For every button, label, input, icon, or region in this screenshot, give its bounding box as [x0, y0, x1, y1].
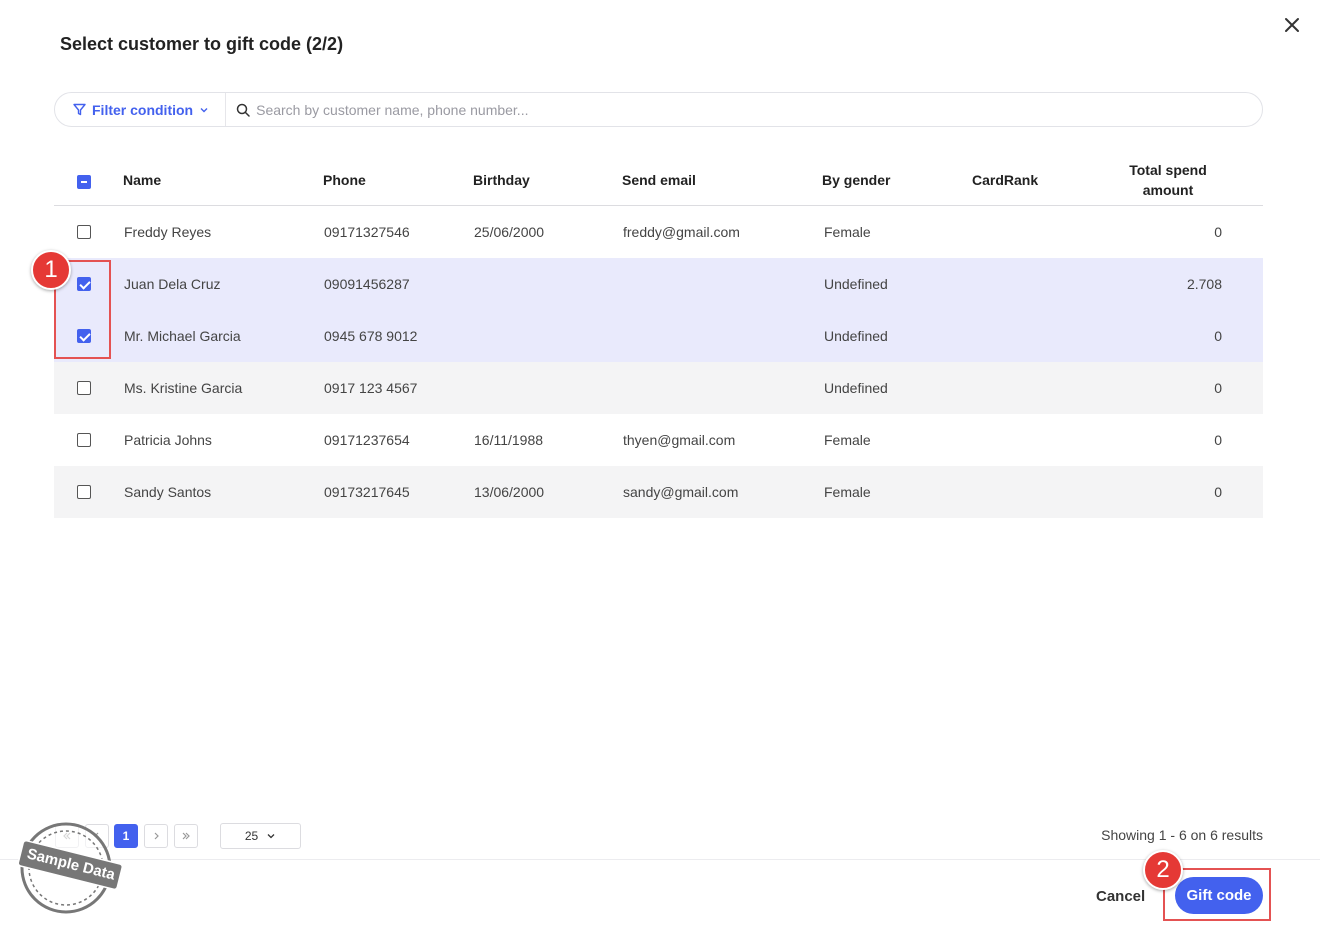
- annotation-highlight-gift-button: [1163, 868, 1271, 921]
- cell-name: Ms. Kristine Garcia: [124, 380, 243, 396]
- cell-total-spend: 0: [1214, 432, 1222, 448]
- column-header-send-email[interactable]: Send email: [622, 172, 696, 188]
- cell-birthday: 16/11/1988: [474, 432, 544, 448]
- search-input[interactable]: [256, 101, 1262, 118]
- search-bar: Filter condition: [54, 92, 1263, 127]
- annotation-badge-1: 1: [31, 250, 71, 290]
- table-row[interactable]: Mr. Michael Garcia 0945 678 9012 Undefin…: [54, 310, 1263, 362]
- cell-total-spend: 0: [1214, 484, 1222, 500]
- cell-gender: Undefined: [824, 380, 888, 396]
- cell-phone: 0945 678 9012: [324, 328, 418, 344]
- cell-gender: Undefined: [824, 328, 888, 344]
- row-checkbox[interactable]: [77, 277, 91, 291]
- row-checkbox[interactable]: [77, 225, 91, 239]
- cell-email: freddy@gmail.com: [623, 224, 740, 240]
- column-header-gender[interactable]: By gender: [822, 172, 891, 188]
- cell-phone: 09091456287: [324, 276, 410, 292]
- annotation-badge-2: 2: [1143, 850, 1183, 890]
- cell-phone: 09171237654: [324, 432, 410, 448]
- cell-phone: 0917 123 4567: [324, 380, 418, 396]
- cell-name: Mr. Michael Garcia: [124, 328, 241, 344]
- table-row[interactable]: Ms. Kristine Garcia 0917 123 4567 Undefi…: [54, 362, 1263, 414]
- cell-gender: Female: [824, 224, 871, 240]
- cell-name: Patricia Johns: [124, 432, 212, 448]
- table-row[interactable]: Freddy Reyes 09171327546 25/06/2000 fred…: [54, 206, 1263, 258]
- sample-data-stamp: Sample Data: [17, 818, 123, 918]
- column-header-phone[interactable]: Phone: [323, 172, 366, 188]
- next-page-button[interactable]: [144, 824, 168, 848]
- chevron-right-icon: [154, 832, 159, 840]
- column-header-total-spend-line2: amount: [1142, 182, 1194, 198]
- chevron-down-icon: [200, 107, 208, 112]
- select-all-checkbox[interactable]: [77, 175, 91, 189]
- filter-condition-label: Filter condition: [92, 101, 194, 118]
- cell-name: Sandy Santos: [124, 484, 212, 500]
- modal-title: Select customer to gift code (2/2): [60, 34, 344, 54]
- gift-code-button[interactable]: Gift code: [1175, 877, 1263, 914]
- column-header-total-spend-line1: Total spend: [1129, 162, 1207, 178]
- row-checkbox[interactable]: [77, 433, 91, 447]
- cell-phone: 09173217645: [324, 484, 410, 500]
- cell-email: thyen@gmail.com: [623, 432, 736, 448]
- double-chevron-right-icon: [182, 832, 190, 840]
- cell-gender: Undefined: [824, 276, 888, 292]
- table-row[interactable]: Juan Dela Cruz 09091456287 Undefined 2.7…: [54, 258, 1263, 310]
- chevron-down-icon: [267, 834, 275, 839]
- cell-total-spend: 0: [1214, 380, 1222, 396]
- cell-gender: Female: [824, 432, 871, 448]
- cell-gender: Female: [824, 484, 871, 500]
- table-header: Name Phone Birthday Send email By gender…: [54, 154, 1263, 206]
- cell-total-spend: 0: [1214, 328, 1222, 344]
- column-header-total-spend[interactable]: Total spend amount: [1113, 154, 1223, 206]
- row-checkbox[interactable]: [77, 485, 91, 499]
- column-header-cardrank[interactable]: CardRank: [972, 172, 1039, 188]
- column-header-birthday[interactable]: Birthday: [473, 172, 530, 188]
- close-button[interactable]: [1281, 14, 1303, 36]
- annotation-highlight-checkboxes: [54, 260, 111, 359]
- filter-icon: [73, 103, 86, 116]
- search-icon: [236, 103, 250, 117]
- filter-condition-button[interactable]: Filter condition: [55, 93, 227, 126]
- row-checkbox[interactable]: [77, 329, 91, 343]
- close-icon: [1285, 18, 1299, 32]
- cell-total-spend: 0: [1214, 224, 1222, 240]
- table-row[interactable]: Patricia Johns 09171237654 16/11/1988 th…: [54, 414, 1263, 466]
- last-page-button[interactable]: [174, 824, 198, 848]
- customer-table: Name Phone Birthday Send email By gender…: [54, 154, 1263, 518]
- cancel-button[interactable]: Cancel: [1096, 887, 1146, 905]
- cell-total-spend: 2.708: [1186, 276, 1222, 292]
- cell-email: sandy@gmail.com: [623, 484, 739, 500]
- column-header-name[interactable]: Name: [123, 172, 162, 188]
- results-summary: Showing 1 - 6 on 6 results: [1101, 827, 1263, 843]
- modal-footer: [0, 859, 1320, 932]
- cell-phone: 09171327546: [324, 224, 410, 240]
- cell-birthday: 13/06/2000: [474, 484, 545, 500]
- cell-name: Juan Dela Cruz: [124, 276, 221, 292]
- page-size-select[interactable]: 25: [220, 823, 301, 849]
- cell-name: Freddy Reyes: [124, 224, 212, 240]
- table-row[interactable]: Sandy Santos 09173217645 13/06/2000 sand…: [54, 466, 1263, 518]
- row-checkbox[interactable]: [77, 381, 91, 395]
- page-size-value: 25: [244, 829, 259, 843]
- page-button-current[interactable]: 1: [114, 824, 138, 848]
- cell-birthday: 25/06/2000: [474, 224, 545, 240]
